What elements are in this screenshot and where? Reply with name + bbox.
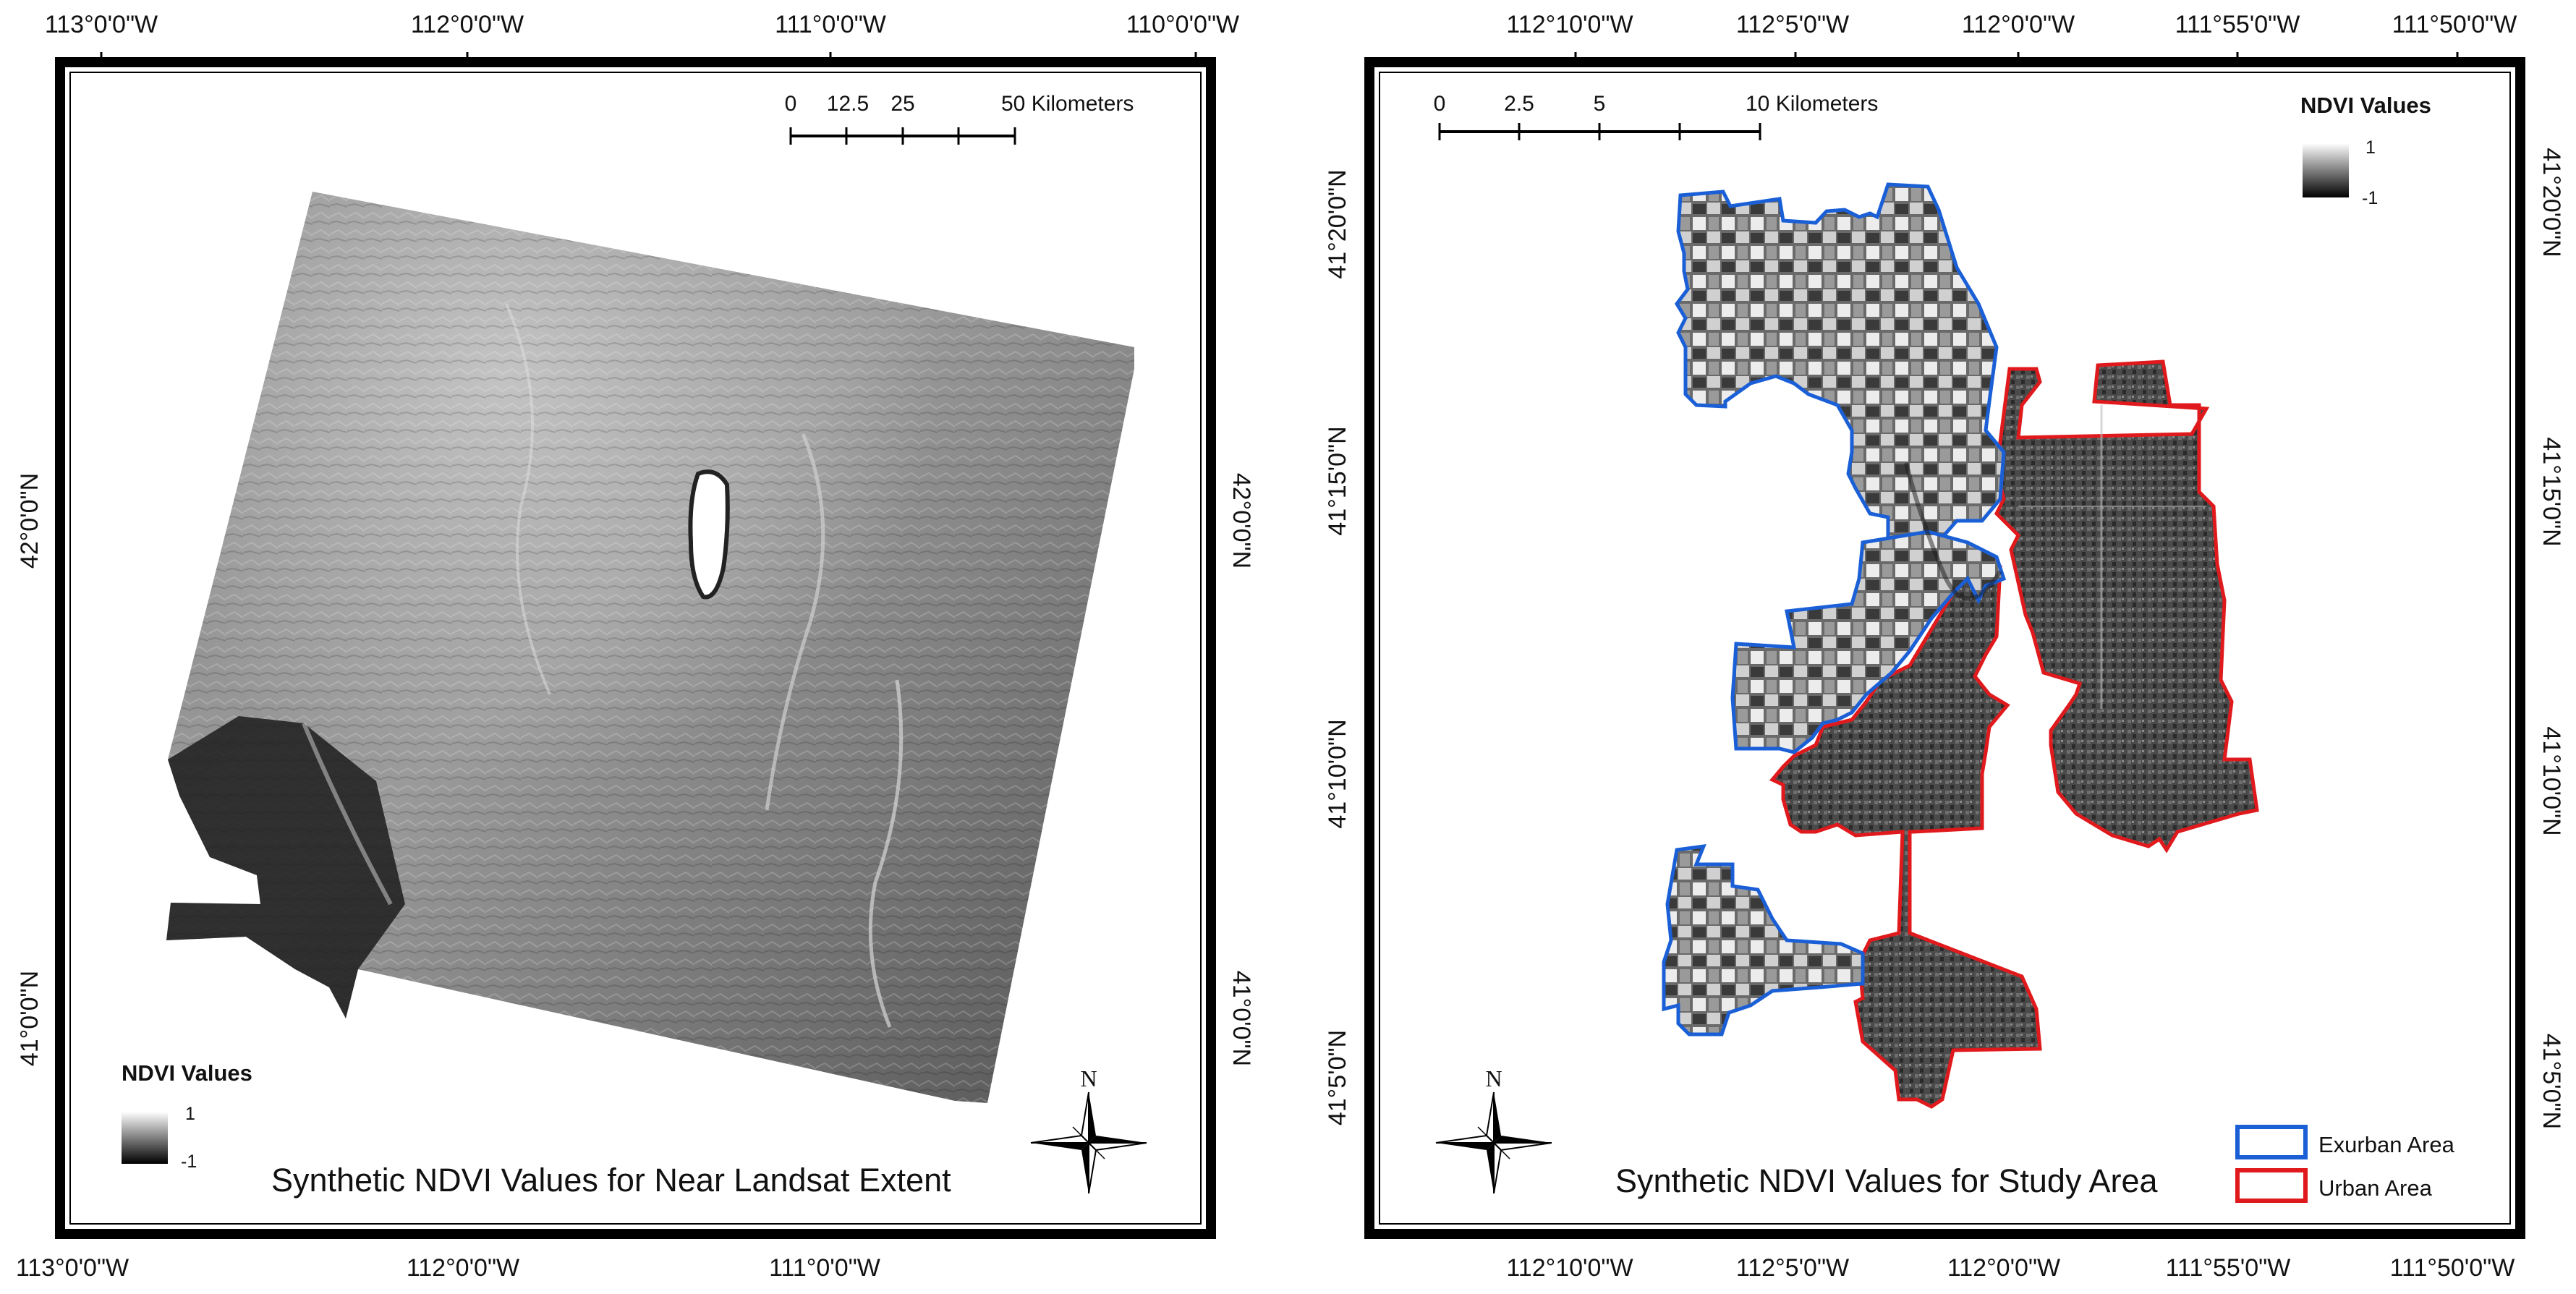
exurban-swatch — [2235, 1125, 2308, 1159]
ndvi-color-ramp — [2303, 143, 2349, 197]
right-bottom-tick-label: 112°5'0"W — [1736, 1254, 1849, 1282]
right-ndvi-legend: NDVI Values 1 -1 — [2300, 93, 2431, 208]
left-bottom-tick-label: 111°0'0"W — [769, 1254, 880, 1282]
scalebar-label: 50 Kilometers — [1001, 92, 1134, 116]
right-right-tick-label: 41°20'0"N — [2538, 148, 2565, 257]
left-top-tick-label: 111°0'0"W — [775, 11, 886, 38]
left-map-title: Synthetic NDVI Values for Near Landsat E… — [271, 1162, 951, 1199]
study-area-ndvi — [1662, 182, 2259, 1109]
scalebar-label: 0 — [1434, 92, 1446, 116]
right-top-tick-label: 112°10'0"W — [1506, 11, 1633, 38]
landsat-ndvi-scene — [166, 192, 1134, 1103]
right-right-tick-label: 41°15'0"N — [2538, 437, 2565, 546]
right-bottom-tick-label: 111°50'0"W — [2390, 1254, 2515, 1282]
right-left-tick-label: 41°10'0"N — [1324, 719, 1351, 828]
urban-label: Urban Area — [2318, 1175, 2433, 1201]
right-map-panel: 112°10'0"W 112°5'0"W 112°0'0"W 111°55'0"… — [1324, 11, 2565, 1282]
scalebar-label: 2.5 — [1504, 92, 1534, 116]
legend-min: -1 — [2362, 188, 2378, 208]
left-left-tick-label: 42°0'0"N — [16, 473, 43, 569]
right-left-tick-label: 41°20'0"N — [1324, 169, 1351, 278]
legend-min: -1 — [181, 1152, 197, 1172]
legend-title: NDVI Values — [2300, 93, 2431, 118]
scalebar-label: 10 Kilometers — [1746, 92, 1878, 116]
scalebar-label: 25 — [890, 92, 914, 116]
right-left-tick-label: 41°5'0"N — [1324, 1030, 1351, 1125]
left-top-ticks — [100, 52, 1197, 62]
left-left-tick-label: 41°0'0"N — [16, 971, 43, 1066]
left-ndvi-legend: NDVI Values 1 -1 — [122, 1060, 252, 1172]
scalebar-label: 12.5 — [827, 92, 869, 116]
right-top-tick-label: 112°5'0"W — [1736, 11, 1849, 38]
right-scalebar: 0 2.5 5 10 Kilometers — [1434, 92, 1878, 140]
left-right-tick-label: 42°0'0"N — [1228, 473, 1255, 569]
left-right-tick-label: 41°0'0"N — [1228, 971, 1255, 1066]
right-left-tick-label: 41°15'0"N — [1324, 426, 1351, 535]
right-right-tick-label: 41°10'0"N — [2538, 726, 2565, 835]
right-bottom-tick-label: 111°55'0"W — [2166, 1254, 2291, 1282]
right-map-title: Synthetic NDVI Values for Study Area — [1615, 1162, 2159, 1199]
legend-title: NDVI Values — [122, 1060, 252, 1086]
scalebar-label: 5 — [1594, 92, 1606, 116]
right-bottom-tick-label: 112°0'0"W — [1947, 1254, 2060, 1282]
left-bottom-tick-label: 113°0'0"W — [16, 1254, 129, 1282]
boundary-legend: Exurban Area Urban Area — [2235, 1125, 2455, 1203]
north-arrow-icon: N — [1030, 1065, 1147, 1194]
legend-max: 1 — [185, 1104, 195, 1124]
left-top-tick-label: 110°0'0"W — [1126, 11, 1239, 38]
right-top-tick-label: 112°0'0"W — [1962, 11, 2075, 38]
exurban-label: Exurban Area — [2318, 1132, 2455, 1157]
left-top-tick-label: 113°0'0"W — [45, 11, 158, 38]
left-scalebar: 0 12.5 25 50 Kilometers — [785, 92, 1134, 145]
right-right-tick-label: 41°5'0"N — [2538, 1034, 2565, 1129]
right-top-tick-label: 111°55'0"W — [2175, 11, 2300, 38]
right-bottom-tick-label: 112°10'0"W — [1506, 1254, 1633, 1282]
north-label: N — [1485, 1065, 1502, 1091]
ndvi-color-ramp — [122, 1112, 168, 1164]
left-top-tick-label: 112°0'0"W — [411, 11, 524, 38]
urban-swatch — [2235, 1168, 2308, 1203]
legend-max: 1 — [2365, 137, 2376, 158]
left-map-panel: 113°0'0"W 112°0'0"W 111°0'0"W 110°0'0"W … — [16, 11, 1255, 1282]
left-bottom-tick-label: 112°0'0"W — [407, 1254, 519, 1282]
north-arrow-icon: N — [1435, 1065, 1552, 1194]
right-top-tick-label: 111°50'0"W — [2392, 11, 2517, 38]
north-label: N — [1080, 1065, 1097, 1091]
scalebar-label: 0 — [785, 92, 797, 116]
